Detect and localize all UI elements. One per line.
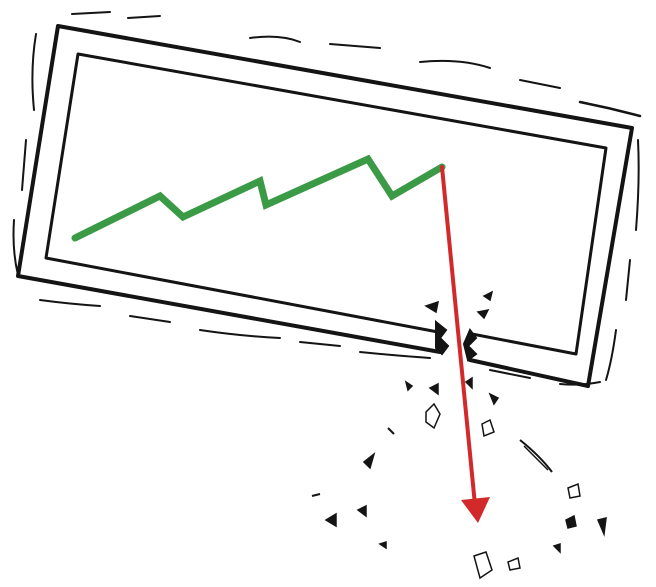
crash-arrow-shaft [440,165,477,507]
frame-crack [435,319,478,362]
sketch-texture [12,11,642,386]
crash-arrow-head [461,497,490,523]
crash-arrow [440,165,490,523]
growth-line [71,154,446,242]
debris [311,290,607,580]
chart-frame-inner [44,52,608,356]
chart-frame-outer [16,24,634,388]
